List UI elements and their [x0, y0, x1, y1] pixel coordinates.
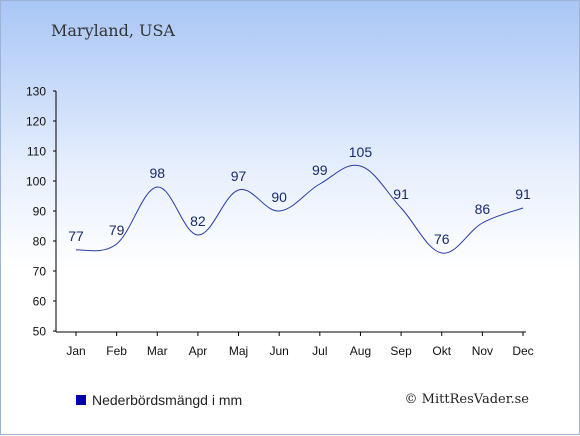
y-tick-label: 60	[33, 295, 47, 309]
y-tick-label: 70	[33, 265, 47, 279]
credit-text: © MittResVader.se	[404, 392, 529, 407]
data-label: 98	[149, 165, 165, 181]
x-tick-label: Okt	[432, 344, 451, 358]
legend: Nederbördsmängd i mm	[76, 392, 242, 408]
data-label: 91	[393, 186, 409, 202]
x-tick-label: Maj	[229, 344, 248, 358]
x-tick-label: Sep	[390, 344, 412, 358]
chart-title: Maryland, USA	[51, 21, 175, 40]
data-label: 86	[475, 201, 491, 217]
x-tick-label: Apr	[189, 344, 208, 358]
x-tick-label: Nov	[472, 344, 493, 358]
x-tick-label: Mar	[147, 344, 168, 358]
series-line	[75, 164, 524, 254]
data-label: 97	[231, 168, 247, 184]
x-tick-label: Jul	[312, 344, 327, 358]
data-label: 99	[312, 162, 328, 178]
data-label: 91	[515, 186, 531, 202]
x-tick-label: Dec	[512, 344, 533, 358]
y-tick-label: 80	[33, 235, 47, 249]
x-tick-label: Jan	[66, 344, 85, 358]
x-tick-label: Aug	[350, 344, 371, 358]
data-label: 76	[434, 231, 450, 247]
y-tick-label: 120	[26, 115, 46, 129]
y-tick-label: 90	[33, 205, 47, 219]
data-label: 82	[190, 213, 206, 229]
legend-label: Nederbördsmängd i mm	[92, 392, 243, 408]
legend-swatch	[76, 395, 86, 405]
y-tick-label: 100	[26, 175, 46, 189]
y-tick-label: 50	[33, 325, 47, 339]
data-label: 77	[68, 228, 84, 244]
data-label: 90	[271, 189, 287, 205]
data-label: 105	[349, 144, 373, 160]
x-tick-label: Jun	[270, 344, 289, 358]
x-tick-label: Feb	[106, 344, 127, 358]
y-tick-label: 110	[27, 145, 46, 159]
y-tick-label: 130	[26, 85, 46, 99]
data-label: 79	[109, 222, 125, 238]
